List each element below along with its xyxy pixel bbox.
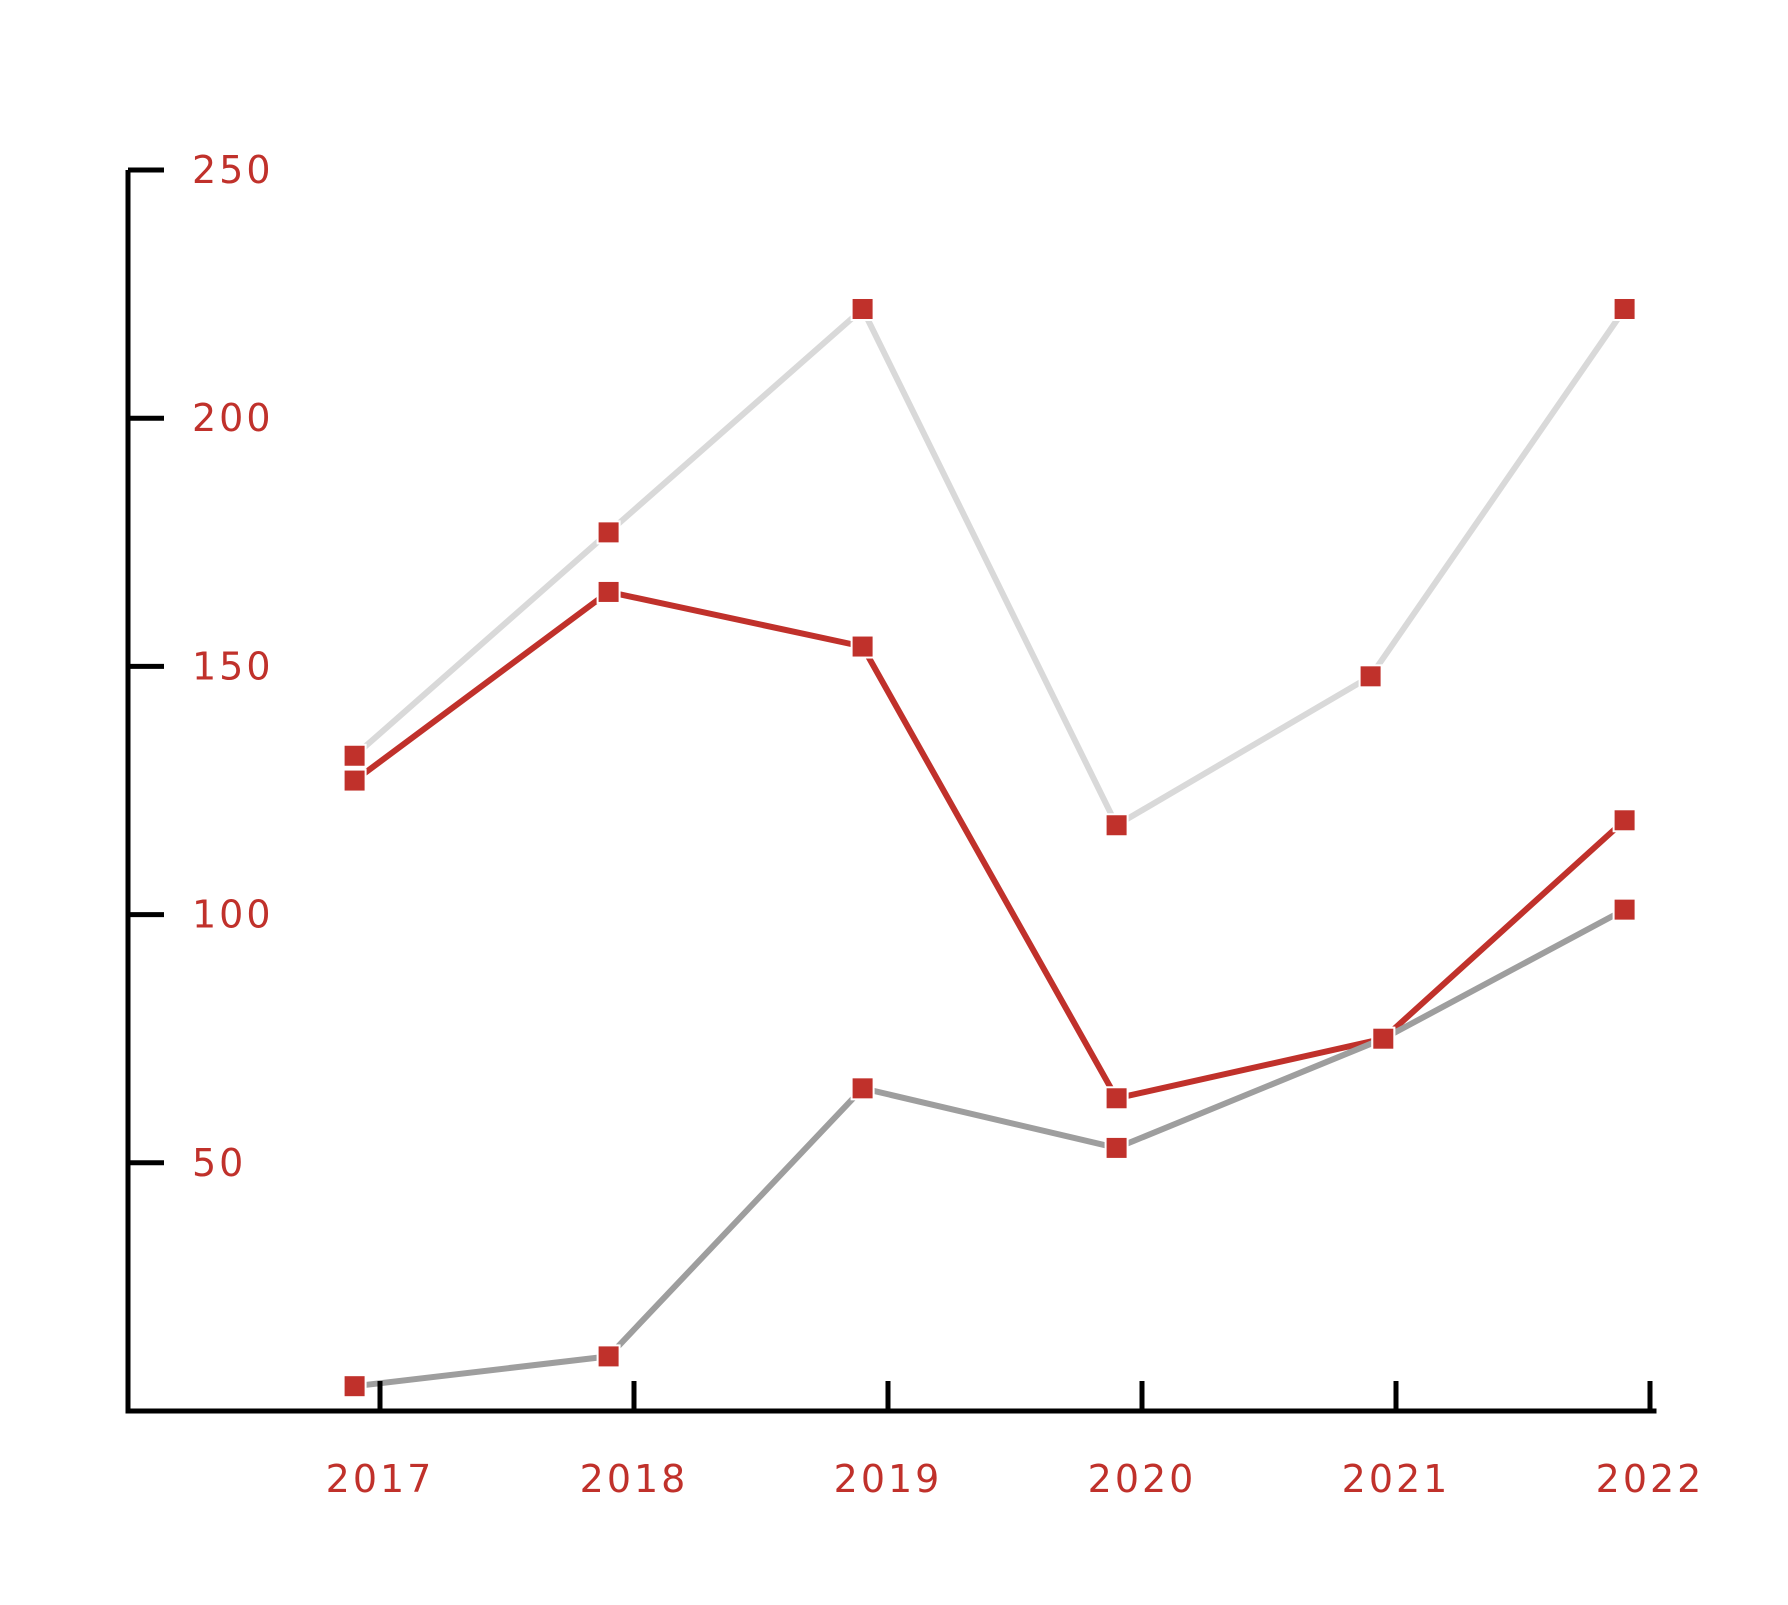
series-3-point-2 [596,1344,621,1369]
series-3-line [351,906,1628,1390]
series-1-point-6 [1612,296,1637,321]
series-1-point-3 [850,296,875,321]
y-tick-label-150: 150 [192,644,274,688]
series-3-point-6 [1612,897,1637,922]
series-3-point-1 [342,1374,367,1399]
series-1-point-2 [596,520,621,545]
series-1-point-4 [1104,813,1129,838]
x-tick-label-2019: 2019 [834,1457,943,1501]
series-3-point-3 [850,1076,875,1101]
x-tick-label-2017: 2017 [326,1457,435,1501]
axes [125,167,1657,1414]
series-2-point-1 [342,768,367,793]
series-2-line [351,588,1628,1102]
series-2-point-4 [1104,1086,1129,1111]
x-tick-label-2022: 2022 [1596,1457,1705,1501]
series-3-point-5 [1371,1026,1396,1051]
markers-layer [342,296,1637,1399]
series-2-point-6 [1612,808,1637,833]
series-layer [351,306,1628,1390]
y-tick-label-250: 250 [192,148,274,192]
x-tick-label-2020: 2020 [1088,1457,1197,1501]
y-tick-label-50: 50 [192,1141,246,1185]
series-1-point-5 [1358,664,1383,689]
series-1-line [351,306,1628,829]
y-tick-label-200: 200 [192,396,274,440]
tick-labels: 50 100 150 200 250 2017 2018 2019 2020 2021 2022 [192,148,1705,1501]
series-2-point-3 [850,634,875,659]
series-3-point-4 [1104,1135,1129,1160]
series-2-point-2 [596,579,621,604]
series-1-point-1 [342,743,367,768]
y-tick-label-100: 100 [192,893,274,937]
x-tick-label-2021: 2021 [1342,1457,1451,1501]
x-tick-label-2018: 2018 [580,1457,689,1501]
